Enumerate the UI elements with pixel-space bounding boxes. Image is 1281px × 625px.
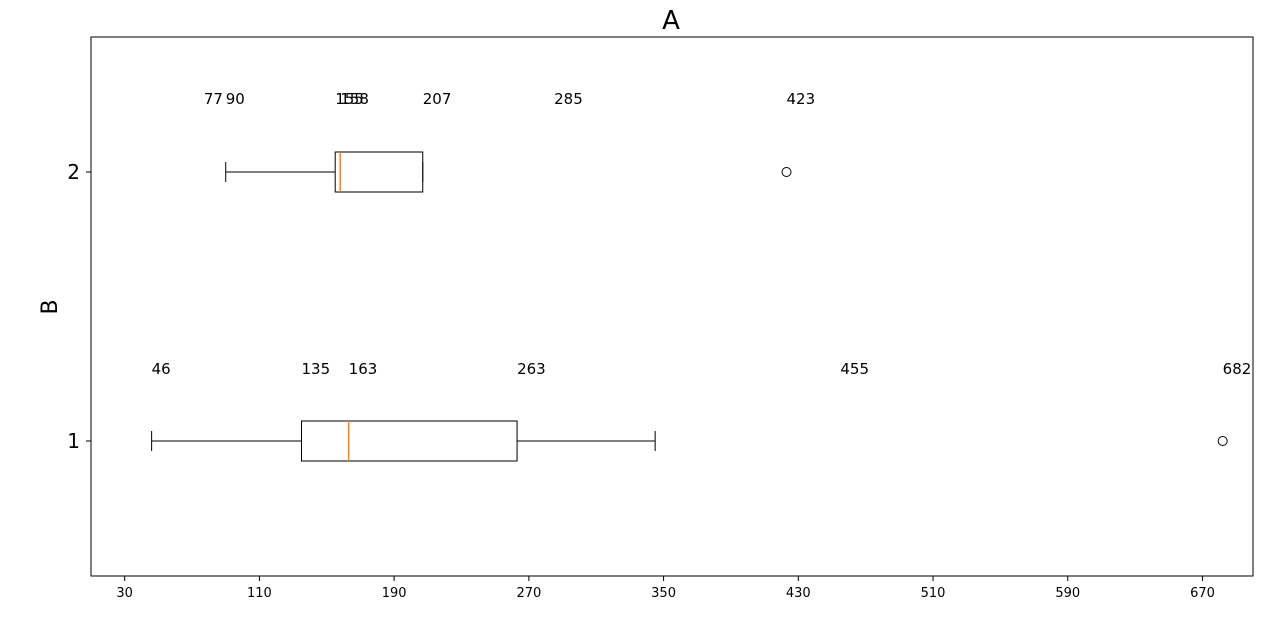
value-annotation: 163 [349, 360, 378, 378]
x-tick-label: 270 [516, 586, 541, 601]
y-axis: 12 [67, 160, 91, 453]
x-tick-label: 30 [116, 586, 133, 601]
iqr-box [334, 151, 424, 193]
outlier-point [1217, 436, 1228, 446]
plot-area-frame [90, 36, 1254, 577]
outlier-point [781, 167, 792, 177]
chart-title: A [662, 6, 680, 36]
value-annotation: 682 [1223, 360, 1252, 378]
value-annotation: 155 [335, 90, 364, 108]
value-annotation: 90 [226, 90, 245, 108]
value-annotation: 455 [840, 360, 869, 378]
x-tick-label: 110 [247, 586, 272, 601]
y-tick-label: 2 [67, 160, 80, 184]
x-tick-label: 670 [1190, 586, 1215, 601]
value-annotation: 263 [517, 360, 546, 378]
value-annotation: 207 [423, 90, 452, 108]
value-annotation: 135 [302, 360, 331, 378]
x-axis: 30 110 190 270 350 430 510 590 670 [116, 576, 1215, 601]
x-tick-label: 510 [921, 586, 946, 601]
value-annotation: 46 [152, 360, 171, 378]
x-tick-label: 190 [382, 586, 407, 601]
value-annotation: 285 [554, 90, 583, 108]
value-annotation: 423 [787, 90, 816, 108]
x-tick-label: 430 [786, 586, 811, 601]
value-annotation: 158 [340, 90, 369, 108]
iqr-box [301, 420, 518, 462]
x-tick-label: 590 [1055, 586, 1080, 601]
boxplot-1: 46 135 163 263 455 682 [151, 360, 1252, 462]
y-tick-label: 1 [67, 429, 80, 453]
x-tick-label: 350 [651, 586, 676, 601]
y-axis-label: B [38, 299, 63, 314]
value-annotation: 77 [204, 90, 223, 108]
